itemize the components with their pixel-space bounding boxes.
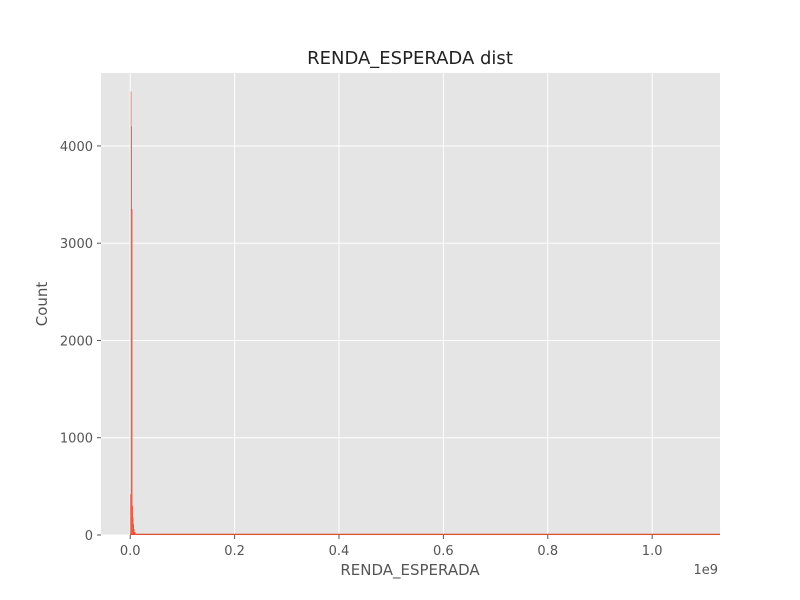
plot-area <box>101 73 720 535</box>
x-tick-label: 0.0 <box>120 544 141 559</box>
x-axis-label: RENDA_ESPERADA <box>340 561 480 580</box>
x-tick-label: 1.0 <box>642 544 663 559</box>
x-tick-label: 0.4 <box>329 544 350 559</box>
histogram-bar <box>133 524 134 535</box>
y-tick-label: 4000 <box>60 140 93 155</box>
y-tick-label: 0 <box>85 529 93 544</box>
histogram-bar <box>130 91 132 535</box>
y-tick-label: 1000 <box>60 432 93 447</box>
grid-lines <box>101 73 720 536</box>
x-tick-label: 0.2 <box>224 544 245 559</box>
histogram-bar <box>131 209 133 535</box>
histogram-bars <box>130 91 720 536</box>
histogram-bar <box>130 494 131 535</box>
y-tick-label: 2000 <box>60 334 93 349</box>
x-tick-label: 0.6 <box>433 544 454 559</box>
y-axis-label: Count <box>33 282 51 327</box>
histogram-bar <box>134 532 136 535</box>
histogram-bar <box>132 517 134 535</box>
axis-ticks: 0.0 0.2 0.4 0.6 0.8 1.0 0 1000 2000 3000 4000 <box>60 140 663 559</box>
x-axis-offset-text: 1e9 <box>693 563 718 578</box>
histogram-bar <box>133 529 135 535</box>
y-tick-label: 3000 <box>60 237 93 252</box>
histogram-bar <box>131 126 132 535</box>
histogram-bar <box>132 505 133 535</box>
chart-title: RENDA_ESPERADA dist <box>307 48 513 69</box>
x-tick-label: 0.8 <box>537 544 558 559</box>
